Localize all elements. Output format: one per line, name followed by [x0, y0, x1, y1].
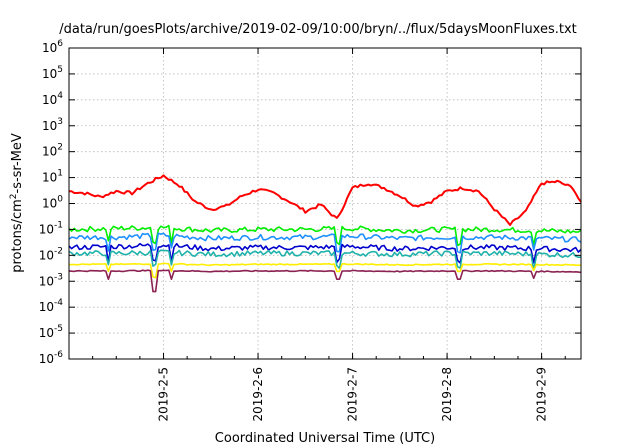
y-axis-ticks: 106 105 104 103 102 101 100 10-1 10-2 10-3 10-4 10-… — [39, 39, 581, 366]
series-group — [68, 174, 582, 293]
y-axis-label-post: -s-sr-MeV — [10, 133, 25, 193]
x-axis-label: Coordinated Universal Time (UTC) — [215, 431, 435, 446]
y-tick-label: 106 — [42, 39, 63, 55]
y-axis-label-pre: protons/cm — [10, 199, 25, 273]
y-tick-label: 103 — [42, 117, 63, 133]
y-tick-label: 10-2 — [39, 246, 63, 262]
y-tick-label: 10-1 — [39, 220, 63, 236]
y-tick-label: 100 — [42, 195, 63, 211]
x-tick-label: 2019-2-8 — [440, 367, 454, 421]
x-tick-label: 2019-2-9 — [535, 367, 549, 421]
series-line — [68, 232, 582, 254]
y-axis-label-sup: 2 — [9, 193, 19, 199]
series-line — [68, 249, 582, 271]
series-line — [68, 262, 582, 279]
series-line — [68, 224, 582, 247]
series-line — [68, 242, 582, 264]
y-tick-label: 10-4 — [39, 298, 64, 314]
y-tick-label: 10-5 — [39, 324, 63, 340]
chart-title: /data/run/goesPlots/archive/2019-02-09/1… — [59, 22, 577, 37]
x-tick-label: 2019-2-7 — [346, 367, 360, 421]
y-tick-label: 104 — [42, 91, 63, 107]
x-tick-label: 2019-2-6 — [251, 367, 265, 421]
y-axis-label: protons/cm2-s-sr-MeV — [9, 133, 25, 273]
series-line — [68, 174, 582, 226]
x-tick-label: 2019-2-5 — [157, 367, 171, 421]
grid-lines — [69, 48, 581, 359]
y-tick-label: 105 — [42, 65, 63, 81]
y-tick-label: 101 — [42, 169, 63, 185]
y-tick-label: 10-6 — [39, 350, 64, 366]
y-tick-label: 102 — [42, 143, 63, 159]
y-tick-label: 10-3 — [39, 272, 63, 288]
x-axis-ticks: 2019-2-5 2019-2-6 2019-2-7 2019-2-8 2019-2-9 — [68, 48, 566, 421]
series-line — [68, 269, 582, 293]
